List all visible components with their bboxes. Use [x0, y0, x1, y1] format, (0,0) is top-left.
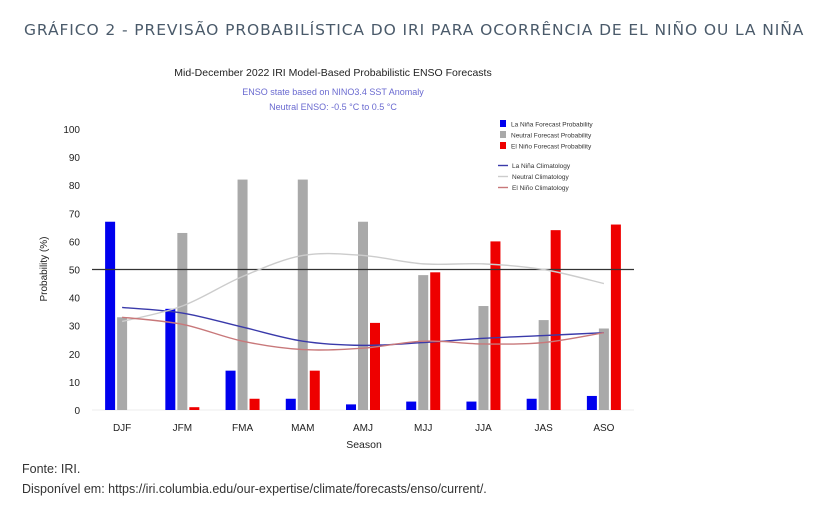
bar: [285, 398, 296, 410]
y-tick-label: 90: [69, 153, 81, 164]
climatology-line: [121, 252, 605, 323]
bar: [478, 306, 489, 410]
enso-forecast-chart: Mid-December 2022 IRI Model-Based Probab…: [39, 67, 634, 451]
bar: [165, 308, 176, 410]
legend-label: La Niña Forecast Probability: [511, 122, 593, 129]
y-tick-label: 40: [69, 294, 81, 305]
y-axis-label: Probability (%): [39, 236, 50, 301]
chart-subtitle-1: ENSO state based on NINO3.4 SST Anomaly: [242, 87, 424, 97]
bar: [550, 230, 561, 410]
y-tick-labels: 0 10 20 30 40 50 60 70 80 90 100: [63, 125, 80, 417]
x-tick-label: DJF: [113, 423, 131, 434]
source-note: Fonte: IRI.: [22, 462, 81, 476]
bar: [177, 232, 188, 410]
bar: [249, 398, 260, 410]
legend-label: El Niño Climatology: [512, 185, 569, 192]
bar: [225, 370, 236, 410]
bar: [466, 401, 477, 410]
x-tick-label: JJA: [475, 423, 492, 434]
bar: [598, 328, 609, 410]
y-tick-label: 60: [69, 237, 81, 248]
climatology-line: [122, 306, 604, 347]
bars-group: [105, 179, 621, 410]
bar: [297, 179, 308, 410]
bar: [237, 179, 248, 410]
climatology-lines: [121, 252, 605, 351]
climatology-line: [122, 316, 605, 351]
x-tick-label: MAM: [291, 423, 314, 434]
y-tick-label: 50: [69, 266, 81, 277]
y-tick-label: 10: [69, 378, 81, 389]
y-tick-label: 80: [69, 181, 81, 192]
legend: La Niña Forecast Probability Neutral Fore…: [498, 120, 593, 192]
y-tick-label: 0: [74, 406, 80, 417]
bar: [526, 398, 537, 410]
bar: [309, 370, 320, 410]
legend-swatch: [500, 142, 506, 149]
legend-label: Neutral Forecast Probability: [511, 133, 592, 140]
bar: [490, 241, 501, 410]
y-tick-label: 70: [69, 209, 81, 220]
x-tick-label: JFM: [173, 423, 192, 434]
bar: [358, 221, 368, 410]
x-axis-label: Season: [346, 439, 382, 451]
bar: [346, 404, 356, 410]
legend-label: Neutral Climatology: [512, 174, 569, 181]
bar: [586, 395, 597, 410]
bar: [117, 317, 128, 410]
x-tick-label: AMJ: [353, 423, 373, 434]
x-tick-label: MJJ: [414, 423, 432, 434]
page-heading: GRÁFICO 2 - PREVISÃO PROBABILÍSTICA DO I…: [24, 21, 805, 39]
bar: [610, 224, 621, 410]
y-tick-label: 100: [63, 125, 80, 136]
legend-swatch: [500, 120, 506, 127]
legend-label: El Niño Forecast Probability: [511, 144, 592, 151]
bar: [105, 221, 116, 410]
chart-subtitle-2: Neutral ENSO: -0.5 °C to 0.5 °C: [269, 102, 397, 112]
bar: [370, 322, 380, 410]
legend-swatch: [500, 131, 506, 138]
y-tick-label: 20: [69, 350, 81, 361]
bar: [406, 401, 417, 410]
chart-title: Mid-December 2022 IRI Model-Based Probab…: [174, 67, 491, 79]
x-tick-label: ASO: [593, 423, 614, 434]
y-tick-label: 30: [69, 322, 81, 333]
legend-label: La Niña Climatology: [512, 163, 571, 170]
x-tick-label: FMA: [232, 423, 253, 434]
x-tick-label: JAS: [534, 423, 553, 434]
availability-note: Disponível em: https://iri.columbia.edu/…: [22, 482, 487, 496]
bar: [538, 320, 549, 410]
bar: [189, 407, 200, 410]
x-tick-labels: DJF JFM FMA MAM AMJ MJJ JJA JAS ASO: [113, 423, 615, 434]
